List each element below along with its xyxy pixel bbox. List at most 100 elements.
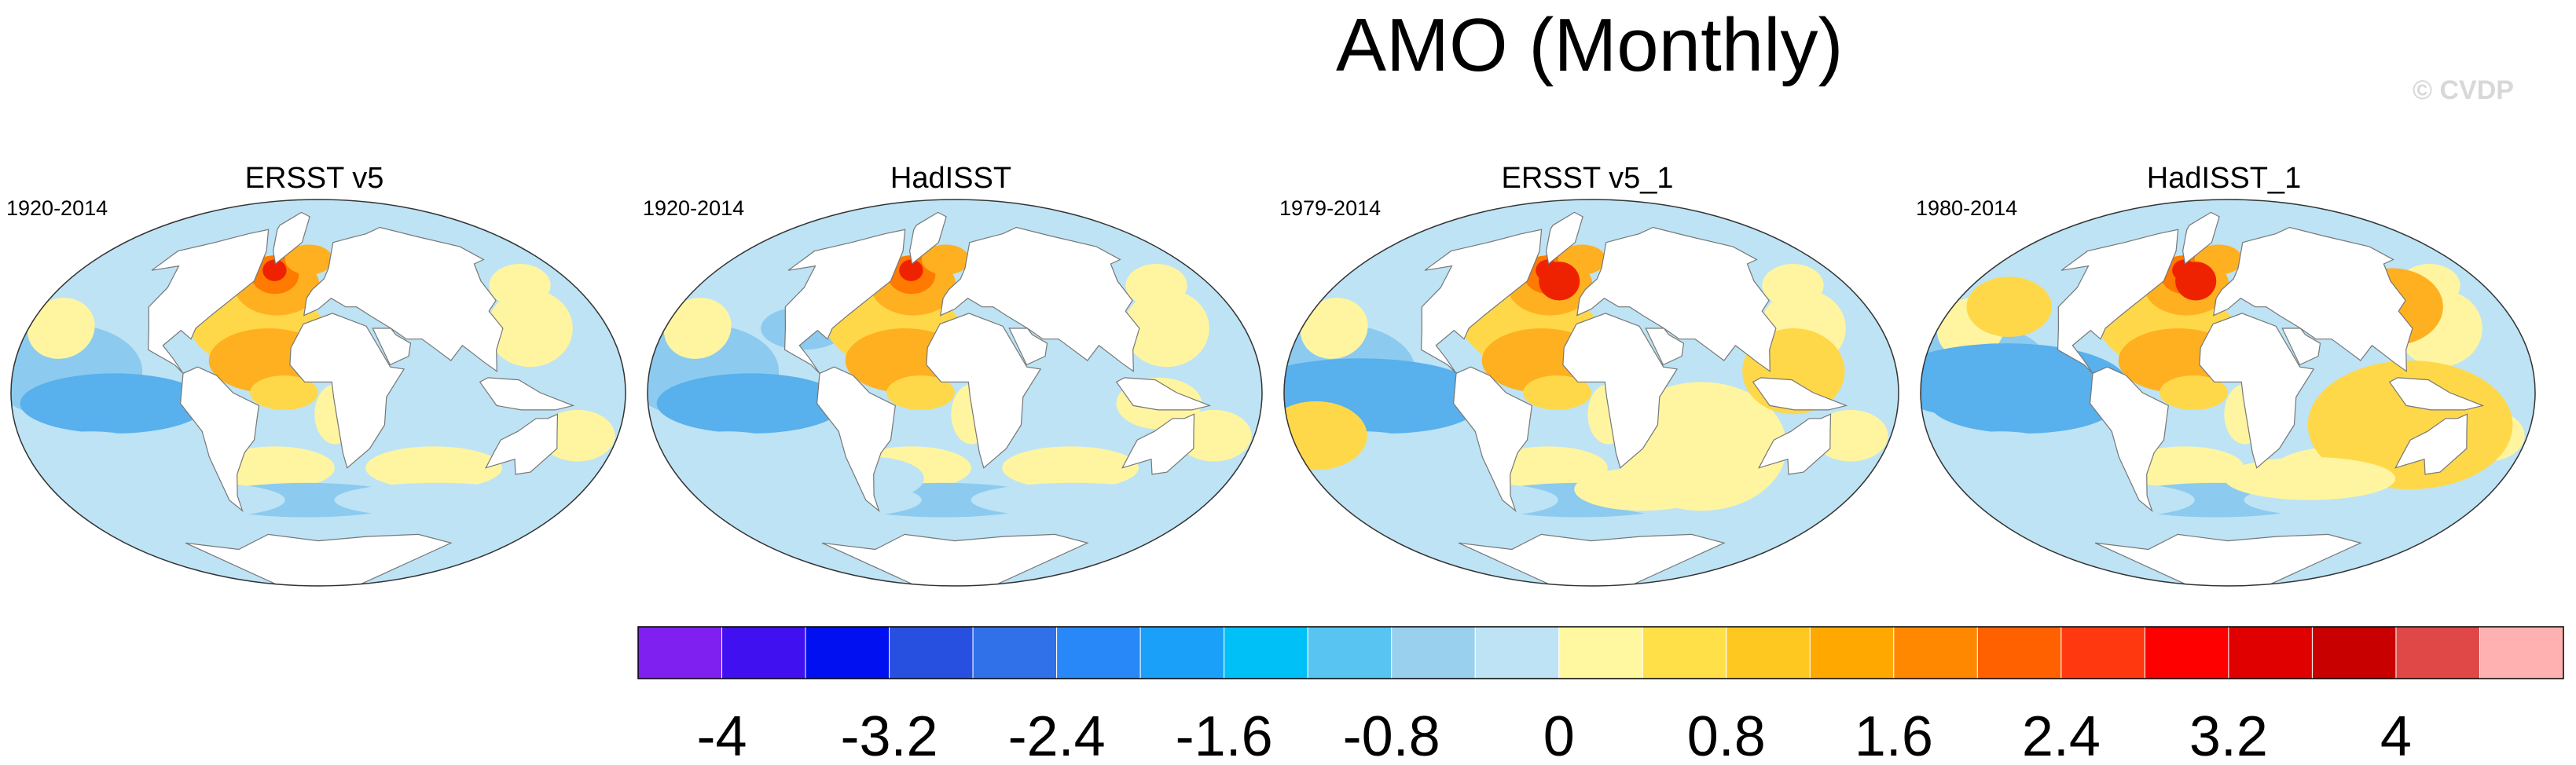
colorbar-swatch xyxy=(2479,626,2564,679)
anomaly-contour xyxy=(663,298,732,359)
colorbar-swatch xyxy=(1976,626,2062,679)
africa-land xyxy=(926,313,1042,469)
map-panel-1: ERSST v5 1920-2014 xyxy=(0,157,629,597)
antarctica-land xyxy=(1458,533,1726,586)
amo-map xyxy=(1920,199,2536,587)
colorbar-swatch xyxy=(1139,626,1225,679)
map-panel-2: HadISST 1920-2014 xyxy=(637,157,1265,597)
anomaly-contour xyxy=(2224,457,2395,500)
anomaly-contour xyxy=(659,431,797,483)
north-america-land xyxy=(783,229,906,374)
anomaly-contour xyxy=(284,244,333,275)
anomaly-contour xyxy=(1013,375,1133,453)
anomaly-contour xyxy=(250,375,318,410)
australia-land xyxy=(2394,413,2468,475)
anomaly-contour xyxy=(1300,298,1368,359)
maritime-continent-land xyxy=(479,377,575,411)
amo-map xyxy=(1283,199,1899,587)
south-america-land xyxy=(1452,366,1532,513)
panel-title: ERSST v5_1 xyxy=(1501,162,1674,195)
colorbar-tick-label: -2.4 xyxy=(1008,705,1106,765)
colorbar-swatch xyxy=(805,626,890,679)
maritime-continent-land xyxy=(2388,377,2485,411)
panel-years: 1920-2014 xyxy=(6,196,108,220)
colorbar-swatch xyxy=(1224,626,1308,679)
anomaly-contour xyxy=(1002,446,1139,489)
arabia-land xyxy=(372,328,412,366)
anomaly-contour xyxy=(1488,446,1608,489)
anomaly-contour xyxy=(1125,264,1187,307)
anomaly-contour xyxy=(365,446,502,489)
anomaly-contour xyxy=(1523,375,1591,410)
anomaly-contour xyxy=(262,259,287,281)
maritime-continent-land xyxy=(1115,377,1212,411)
map-border xyxy=(1920,199,2536,587)
map-border xyxy=(1283,199,1899,587)
arabia-land xyxy=(1645,328,1685,366)
colorbar-tick-label: 1.6 xyxy=(1855,705,1933,765)
colorbar-swatch xyxy=(721,626,806,679)
africa-land xyxy=(2199,313,2315,469)
africa-land xyxy=(1562,313,1679,469)
anomaly-contour xyxy=(1539,262,1580,301)
colorbar-swatch xyxy=(1809,626,1895,679)
anomaly-contour xyxy=(899,259,923,281)
anomaly-contour xyxy=(20,373,208,434)
australia-land xyxy=(1121,413,1195,475)
colorbar-swatch xyxy=(1056,626,1141,679)
colorbar-swatch xyxy=(1307,626,1393,679)
panel-title: HadISST_1 xyxy=(2146,162,2302,195)
anomaly-contour xyxy=(2024,482,2195,518)
anomaly-contour xyxy=(1387,482,1558,518)
greenland-land xyxy=(1545,211,1583,265)
panel-title: HadISST xyxy=(890,162,1012,195)
anomaly-contour xyxy=(1124,289,1209,368)
colorbar-swatch xyxy=(1726,626,1811,679)
figure-title: AMO (Monthly) xyxy=(1336,3,1844,87)
amo-map xyxy=(647,199,1263,587)
anomaly-contour xyxy=(2175,262,2217,301)
colorbar-swatch xyxy=(2144,626,2229,679)
panel-years: 1979-2014 xyxy=(1279,196,1382,220)
maritime-continent-land xyxy=(1752,377,1848,411)
colorbar-tick-label: 4 xyxy=(2380,705,2412,765)
anomaly-contour xyxy=(27,298,95,359)
anomaly-contour xyxy=(2124,446,2244,489)
colorbar-swatch xyxy=(2395,626,2480,679)
eurasia-land xyxy=(940,226,1140,372)
anomaly-contour xyxy=(1574,467,1712,511)
anomaly-contour xyxy=(886,375,955,410)
south-america-land xyxy=(2089,366,2169,513)
anomaly-contour xyxy=(334,482,540,518)
colorbar-swatch xyxy=(2060,626,2145,679)
map-panel-3: ERSST v5_1 1979-2014 xyxy=(1273,157,1902,597)
anomaly-contour xyxy=(921,244,970,275)
map-border xyxy=(647,199,1263,587)
colorbar-tick-label: -0.8 xyxy=(1343,705,1440,765)
australia-land xyxy=(485,413,559,475)
panel-years: 1980-2014 xyxy=(1916,196,2018,220)
eurasia-land xyxy=(2213,226,2413,372)
anomaly-contour xyxy=(656,373,845,434)
anomaly-contour xyxy=(1921,343,2126,421)
greenland-land xyxy=(908,211,947,265)
colorbar-swatch xyxy=(889,626,974,679)
colorbar-swatch xyxy=(972,626,1058,679)
greenland-land xyxy=(2182,211,2220,265)
greenland-land xyxy=(272,211,310,265)
arabia-land xyxy=(1008,328,1048,366)
australia-land xyxy=(1758,413,1832,475)
colorbar-swatch xyxy=(1558,626,1643,679)
anomaly-contour xyxy=(2307,361,2513,489)
eurasia-land xyxy=(1576,226,1777,372)
colorbar-frame xyxy=(637,626,2564,679)
amo-map xyxy=(10,199,626,587)
north-america-land xyxy=(147,229,270,374)
anomaly-contour xyxy=(114,482,285,518)
eurasia-land xyxy=(303,226,504,372)
map-border xyxy=(10,199,626,587)
colorbar-tick-label: 2.4 xyxy=(2022,705,2101,765)
colorbar-tick-label: 0 xyxy=(1543,705,1575,765)
south-america-land xyxy=(816,366,896,513)
colorbar-tick-label: 3.2 xyxy=(2189,705,2268,765)
